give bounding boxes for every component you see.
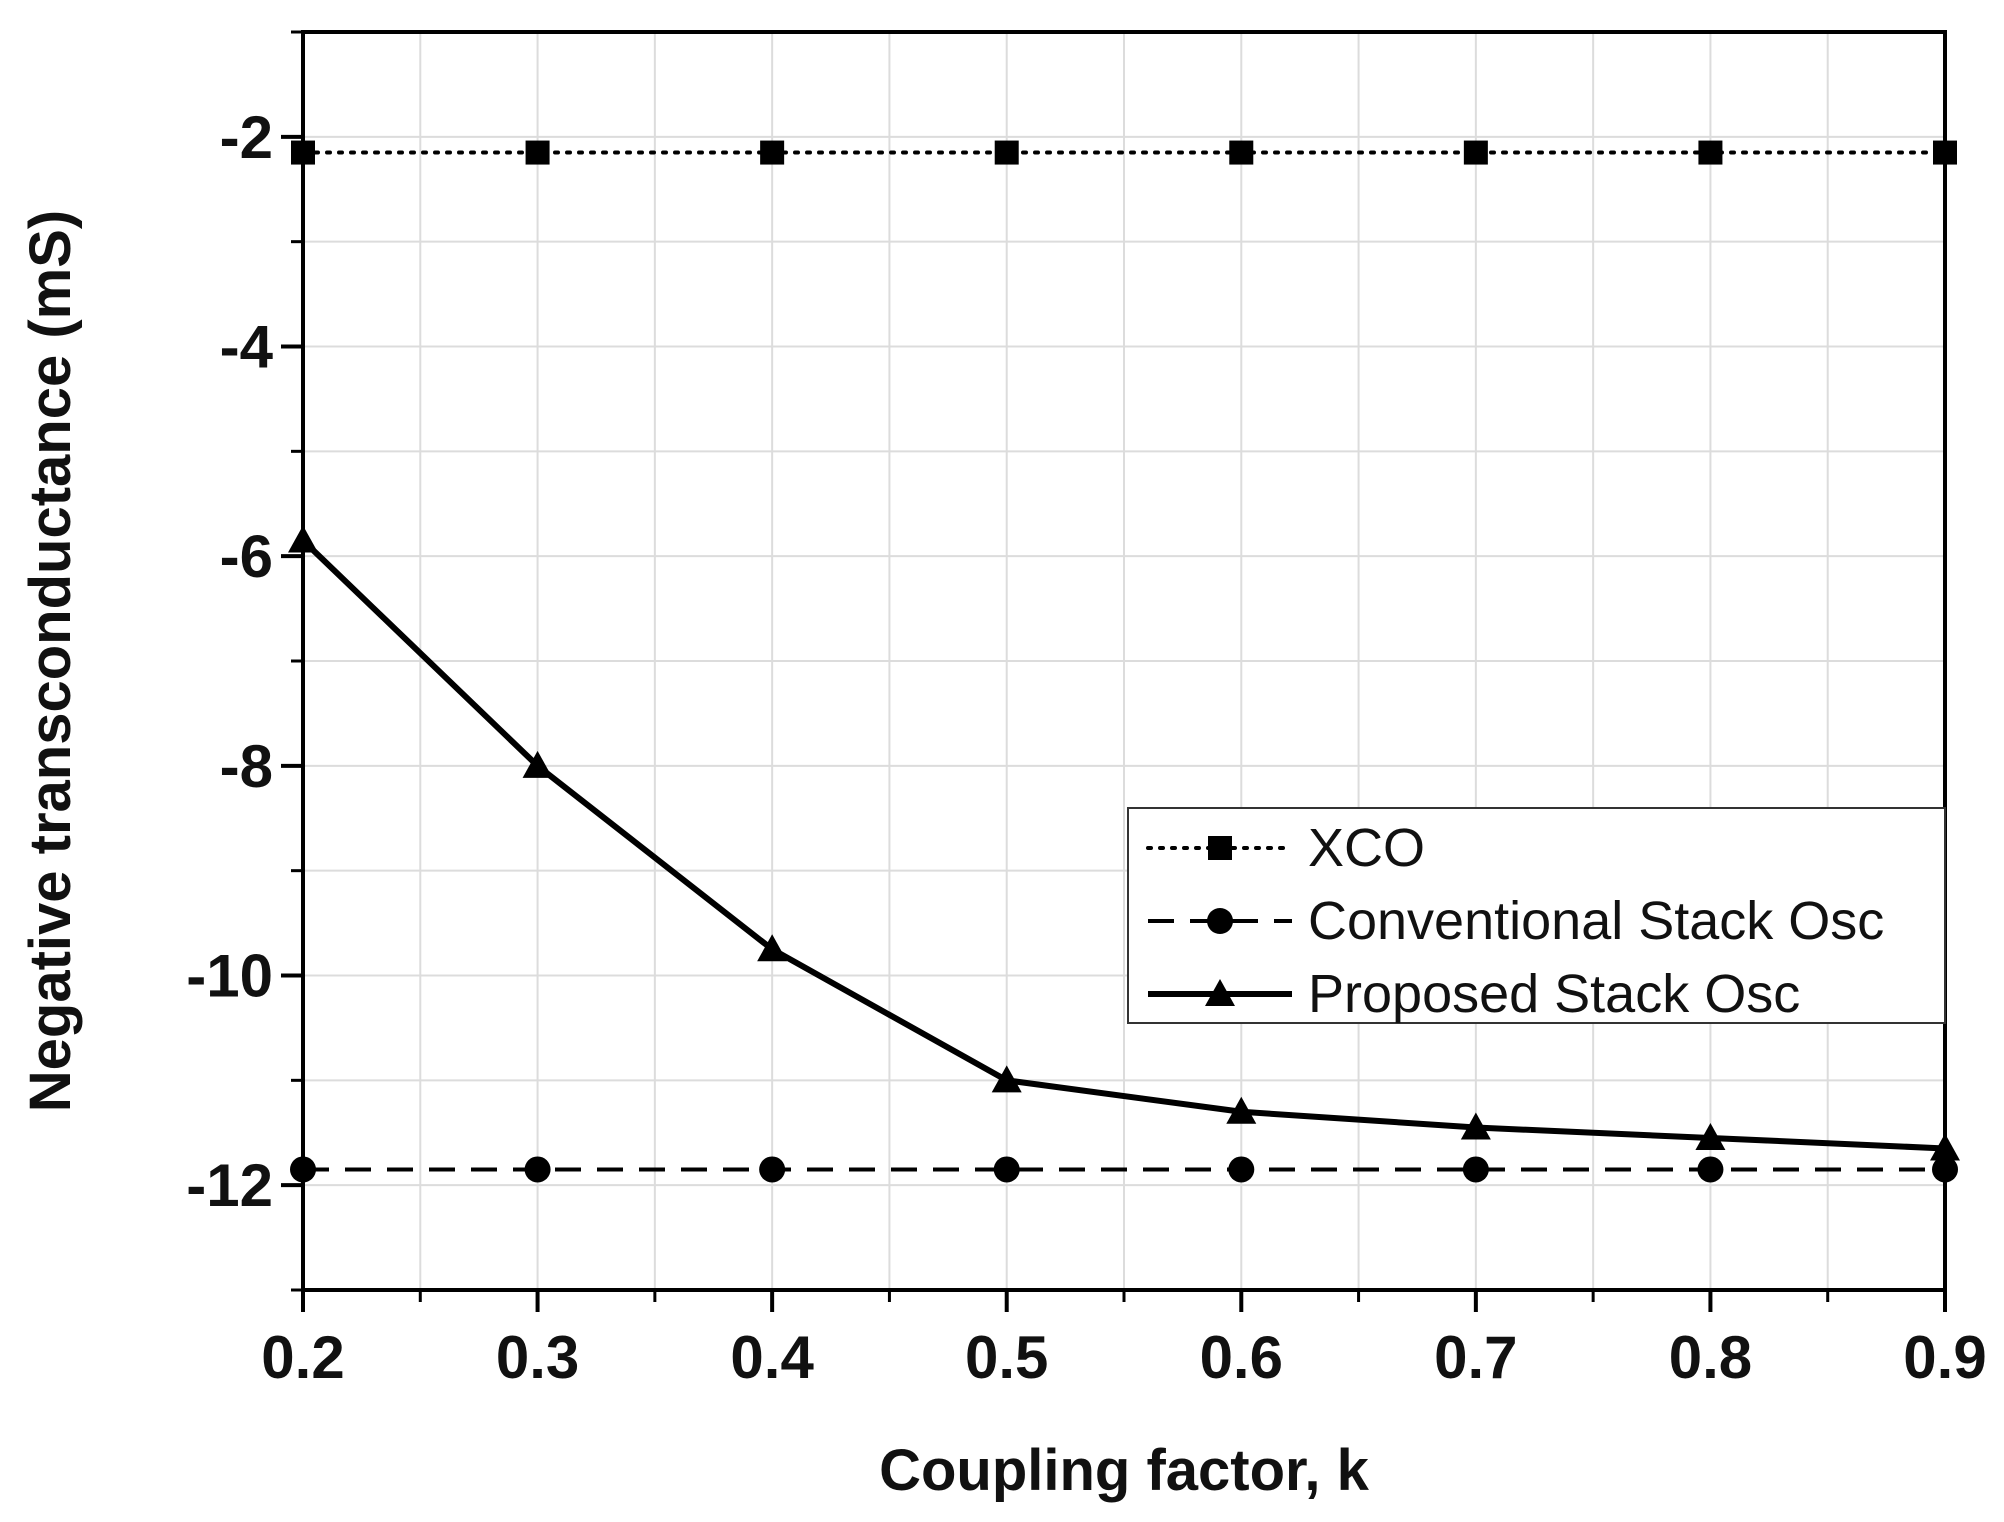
series-line-proposed-stack-osc [300,538,1946,1152]
data-point-proposed-stack-osc [1460,1112,1491,1140]
data-point-conventional-stack-osc [524,1156,551,1183]
data-point-proposed-stack-osc [757,934,788,962]
legend-label-xco: XCO [1308,818,1425,878]
x-tick-label: 0.4 [730,1324,814,1391]
data-point-conventional-stack-osc [1228,1156,1255,1183]
grid [302,31,1946,1291]
legend-item-proposed-stack-osc: Proposed Stack Osc [1148,964,1800,1024]
tick-labels: 0.2 0.3 0.4 0.5 0.6 0.7 0.8 0.9 -2 -4 -6 -8 -10 -12 [186,104,1986,1391]
data-point-conventional-stack-osc [759,1156,786,1183]
x-tick-label: 0.8 [1669,1324,1752,1391]
data-point-proposed-stack-osc [522,750,553,778]
x-axis-title: Coupling factor, k [879,1438,1370,1503]
y-tick-label: -10 [186,943,273,1010]
x-tick-label: 0.5 [965,1324,1048,1391]
data-point-xco [994,140,1019,165]
legend-label-conventional-stack-osc: Conventional Stack Osc [1308,891,1884,951]
legend-marker-proposed-stack-osc [1205,979,1235,1006]
data-point-xco [525,140,550,165]
data-point-xco [1229,140,1254,165]
data-point-conventional-stack-osc [1697,1156,1724,1183]
x-tick-label: 0.6 [1200,1324,1283,1391]
data-point-proposed-stack-osc [1695,1122,1726,1150]
y-axis-title: Negative transconductance (mS) [18,210,83,1112]
y-tick-label: -12 [186,1152,273,1219]
x-tick-label: 0.2 [261,1324,344,1391]
legend-label-proposed-stack-osc: Proposed Stack Osc [1308,964,1800,1024]
series-conventional-stack-osc [290,1156,1958,1183]
data-point-xco [760,140,785,165]
legend-items: XCO Conventional Stack Osc Proposed Stack … [1146,818,1884,1024]
plot-series [288,140,1960,1183]
axis-ticks [281,30,1947,1312]
y-tick-label: -6 [220,523,273,590]
legend-marker-xco [1208,836,1232,860]
legend-item-conventional-stack-osc: Conventional Stack Osc [1148,891,1884,951]
y-tick-label: -4 [220,314,274,381]
data-point-xco [1698,140,1723,165]
y-tick-label: -2 [220,104,273,171]
x-tick-label: 0.3 [496,1324,579,1391]
data-point-proposed-stack-osc [991,1065,1022,1093]
data-point-proposed-stack-osc [1226,1096,1257,1124]
legend-marker-conventional-stack-osc [1207,908,1233,934]
x-tick-label: 0.9 [1903,1324,1986,1391]
y-tick-label: -8 [220,733,273,800]
x-tick-label: 0.7 [1434,1324,1517,1391]
legend-box [1127,807,1946,1024]
legend-item-xco: XCO [1146,818,1425,878]
data-point-xco [1463,140,1488,165]
data-point-conventional-stack-osc [993,1156,1020,1183]
data-point-conventional-stack-osc [1462,1156,1489,1183]
legend: XCO Conventional Stack Osc Proposed Stack … [1127,807,1946,1024]
